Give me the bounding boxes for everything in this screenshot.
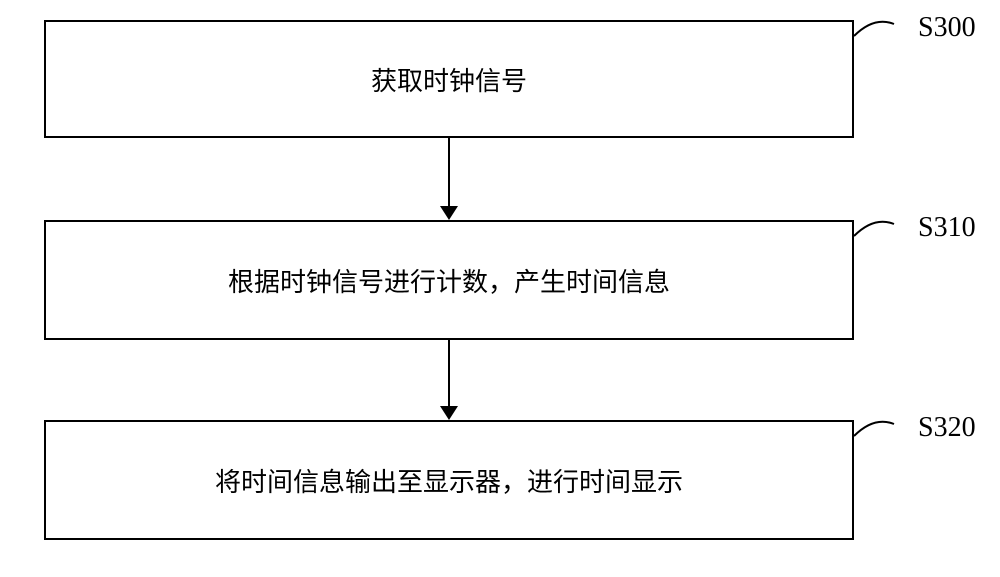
callout-s300-icon bbox=[854, 22, 894, 36]
arrowhead-s300-s310-icon bbox=[440, 206, 458, 220]
arrowhead-s310-s320-icon bbox=[440, 406, 458, 420]
flow-step-s310-text: 根据时钟信号进行计数，产生时间信息 bbox=[228, 262, 670, 299]
callout-s320-icon bbox=[854, 422, 894, 436]
step-label-s320: S320 bbox=[918, 412, 976, 444]
flow-step-s300-text: 获取时钟信号 bbox=[371, 61, 527, 98]
flow-step-s320-text: 将时间信息输出至显示器，进行时间显示 bbox=[215, 462, 683, 499]
flow-step-s320: 将时间信息输出至显示器，进行时间显示 bbox=[44, 420, 854, 540]
connector-s300-s310 bbox=[448, 138, 450, 206]
callout-s310-icon bbox=[854, 222, 894, 236]
connector-s310-s320 bbox=[448, 340, 450, 406]
flow-step-s310: 根据时钟信号进行计数，产生时间信息 bbox=[44, 220, 854, 340]
step-label-s300: S300 bbox=[918, 12, 976, 44]
flowchart-canvas: 获取时钟信号 根据时钟信号进行计数，产生时间信息 将时间信息输出至显示器，进行时… bbox=[0, 0, 1000, 577]
flow-step-s300: 获取时钟信号 bbox=[44, 20, 854, 138]
step-label-s310: S310 bbox=[918, 212, 976, 244]
